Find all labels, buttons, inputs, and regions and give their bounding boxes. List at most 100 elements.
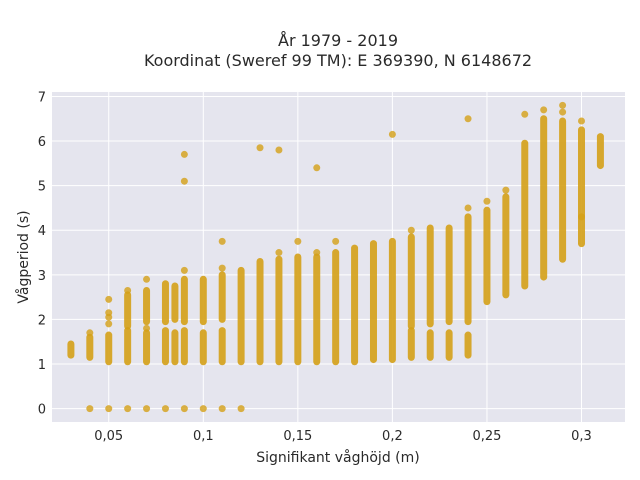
data-point xyxy=(105,405,113,413)
data-point xyxy=(143,405,151,413)
data-point xyxy=(218,264,226,272)
x-tick-label: 0,15 xyxy=(283,429,312,444)
data-point-cluster xyxy=(332,249,340,366)
y-tick-label: 2 xyxy=(38,313,46,328)
data-point-cluster xyxy=(171,282,179,323)
x-tick-label: 0,1 xyxy=(193,429,214,444)
data-point-cluster xyxy=(124,327,132,366)
data-point xyxy=(578,213,586,221)
data-point-cluster xyxy=(199,329,207,366)
data-point xyxy=(256,144,264,152)
data-point-cluster xyxy=(180,275,188,326)
data-point xyxy=(275,249,283,257)
data-point-cluster xyxy=(313,253,321,366)
x-tick-labels: 0,05 0,1 0,15 0,2 0,25 0,3 xyxy=(94,429,592,444)
data-point-cluster xyxy=(180,327,188,366)
data-point xyxy=(464,115,472,123)
data-point xyxy=(407,226,415,234)
data-point-cluster xyxy=(426,329,434,361)
data-point xyxy=(180,266,188,274)
x-tick-label: 0,3 xyxy=(571,429,592,444)
data-point xyxy=(464,204,472,212)
data-point xyxy=(237,405,245,413)
data-point xyxy=(143,275,151,283)
data-point xyxy=(180,177,188,185)
data-point-cluster xyxy=(161,280,169,326)
data-point xyxy=(105,295,113,303)
data-point-cluster xyxy=(445,224,453,326)
data-point xyxy=(218,405,226,413)
data-point xyxy=(275,146,283,154)
data-point xyxy=(313,249,321,257)
chart-title-line2: Koordinat (Sweref 99 TM): E 369390, N 61… xyxy=(144,51,532,70)
data-point xyxy=(105,320,113,328)
data-point-cluster xyxy=(596,133,604,170)
data-point-cluster xyxy=(464,331,472,359)
data-point-cluster xyxy=(275,255,283,366)
data-point-cluster xyxy=(256,257,264,366)
data-point-cluster xyxy=(171,329,179,366)
data-point-cluster xyxy=(351,244,359,366)
data-point-cluster xyxy=(218,271,226,323)
data-point-cluster xyxy=(502,193,510,299)
data-point-cluster xyxy=(294,253,302,366)
data-point xyxy=(483,197,491,205)
y-tick-label: 0 xyxy=(38,403,46,418)
data-point-cluster xyxy=(161,327,169,366)
data-point xyxy=(502,186,510,194)
data-point-cluster xyxy=(67,340,75,359)
data-point xyxy=(161,405,169,413)
data-point-cluster xyxy=(237,266,245,366)
data-point xyxy=(218,237,226,245)
y-tick-label: 6 xyxy=(38,135,46,150)
x-axis-label: Signifikant våghöjd (m) xyxy=(256,449,419,466)
y-tick-labels: 0 1 2 3 4 5 6 7 xyxy=(38,90,46,417)
data-point xyxy=(559,108,567,116)
data-point-cluster xyxy=(445,329,453,361)
data-point-cluster xyxy=(559,117,567,263)
data-point xyxy=(388,130,396,138)
x-tick-label: 0,05 xyxy=(94,429,123,444)
data-point xyxy=(143,324,151,332)
data-point xyxy=(180,150,188,158)
data-point xyxy=(332,237,340,245)
data-point-cluster xyxy=(143,286,151,326)
data-points xyxy=(67,101,604,413)
data-point xyxy=(86,405,94,413)
y-tick-label: 7 xyxy=(38,90,46,105)
data-point-cluster xyxy=(407,327,415,361)
y-tick-label: 4 xyxy=(38,224,46,239)
data-point-cluster xyxy=(218,327,226,366)
chart-title-line1: År 1979 - 2019 xyxy=(278,31,398,50)
data-point xyxy=(180,405,188,413)
data-point xyxy=(294,237,302,245)
data-point-cluster xyxy=(521,139,529,290)
data-point-cluster xyxy=(199,275,207,326)
y-tick-label: 3 xyxy=(38,269,46,284)
data-point-cluster xyxy=(124,291,132,330)
data-point-cluster xyxy=(540,115,548,281)
data-point xyxy=(521,110,529,118)
data-point-cluster xyxy=(105,331,113,366)
y-tick-label: 1 xyxy=(38,358,46,373)
data-point-cluster xyxy=(388,237,396,364)
data-point-cluster xyxy=(464,213,472,326)
x-tick-label: 0,25 xyxy=(472,429,501,444)
data-point xyxy=(105,309,113,317)
data-point xyxy=(559,101,567,109)
data-point xyxy=(578,117,586,125)
data-point-cluster xyxy=(578,126,586,248)
data-point xyxy=(124,405,132,413)
data-point xyxy=(313,164,321,172)
y-axis-label: Vågperiod (s) xyxy=(15,210,32,303)
data-point-cluster xyxy=(407,233,415,330)
data-point-cluster xyxy=(86,333,94,361)
y-tick-label: 5 xyxy=(38,180,46,195)
data-point-cluster xyxy=(483,206,491,306)
data-point xyxy=(124,286,132,294)
data-point-cluster xyxy=(143,329,151,366)
data-point xyxy=(540,106,548,114)
data-point-cluster xyxy=(426,224,434,328)
data-point xyxy=(86,329,94,337)
